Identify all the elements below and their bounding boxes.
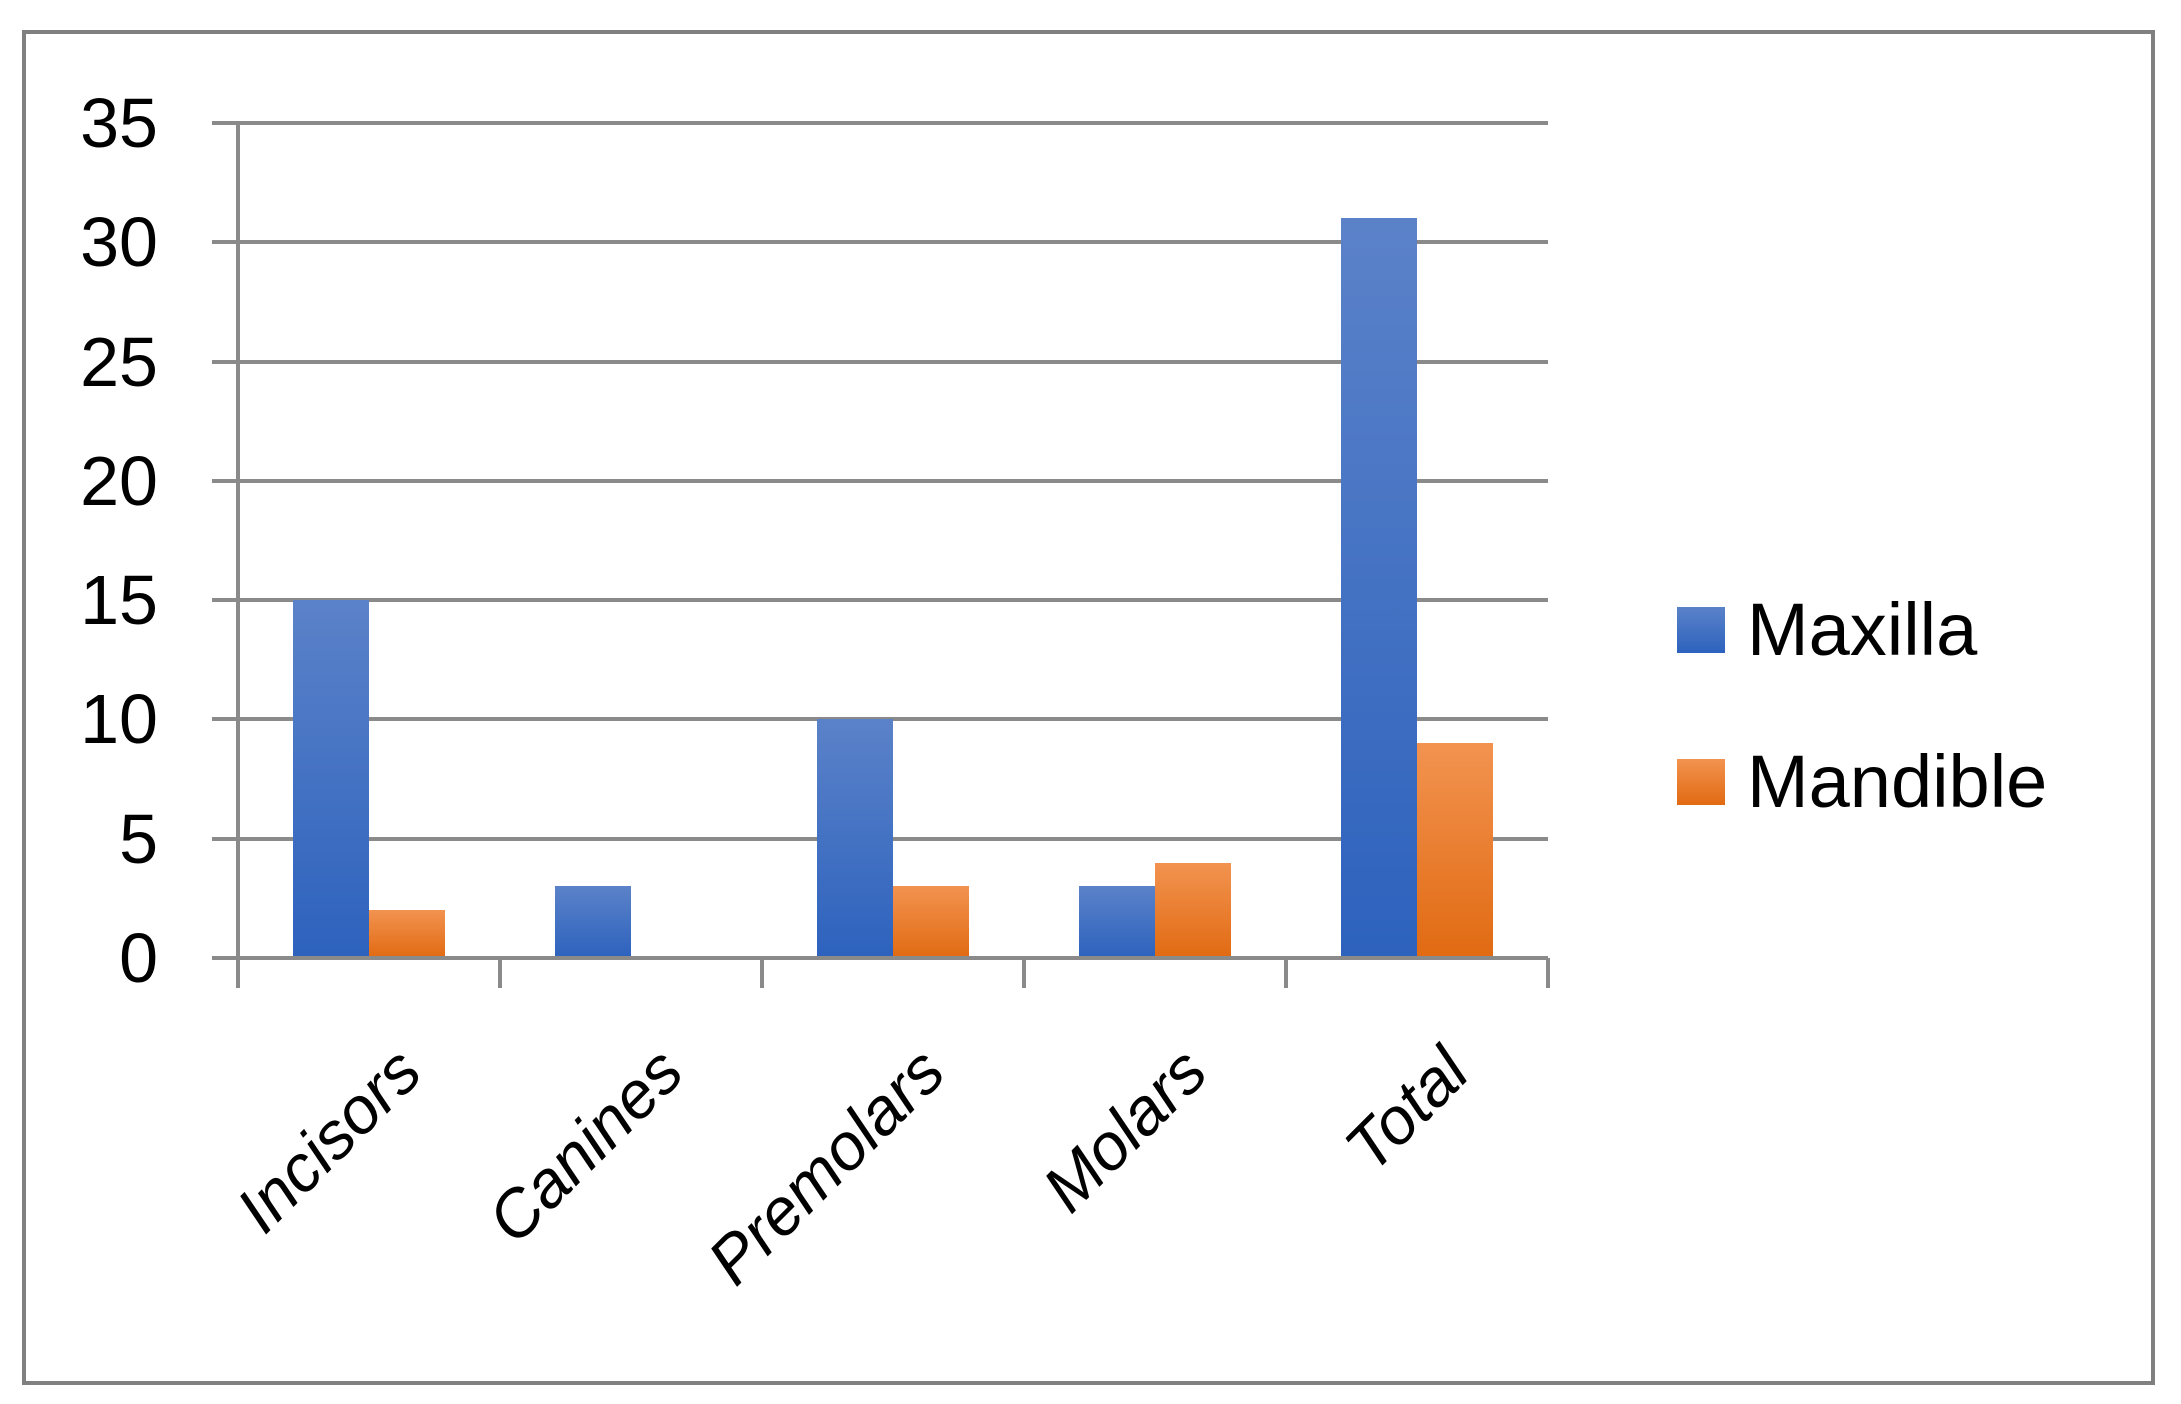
legend-item-mandible: Mandible [1677, 736, 2047, 828]
y-tick-label-25: 25 [80, 322, 158, 401]
y-axis-line [236, 121, 240, 986]
bar-mandible-molars [1155, 862, 1231, 958]
gridline-30 [212, 240, 1548, 245]
x-axis-tick-5 [1546, 958, 1550, 988]
x-axis-line [212, 956, 1548, 960]
bar-mandible-incisors [369, 910, 445, 958]
gridline-35 [212, 121, 1548, 125]
x-axis-tick-3 [1022, 958, 1026, 988]
legend-swatch-mandible-icon [1677, 759, 1725, 805]
legend-swatch-maxilla-icon [1677, 607, 1725, 653]
bar-maxilla-total [1341, 218, 1417, 958]
bar-maxilla-molars [1079, 886, 1155, 958]
y-tick-label-0: 0 [119, 919, 158, 997]
bar-mandible-total [1417, 743, 1493, 958]
y-tick-label-10: 10 [80, 680, 158, 759]
legend-label-mandible: Mandible [1747, 740, 2048, 823]
y-tick-label-20: 20 [80, 441, 158, 520]
y-tick-label-15: 15 [80, 561, 158, 640]
bar-maxilla-canines [555, 886, 631, 958]
y-tick-label-30: 30 [80, 203, 158, 282]
x-axis-tick-2 [760, 958, 764, 988]
x-axis-tick-0 [236, 958, 240, 988]
bar-mandible-premolars [893, 886, 969, 958]
gridline-25 [212, 359, 1548, 364]
x-axis-tick-4 [1284, 958, 1288, 988]
gridline-15 [212, 598, 1548, 603]
x-axis-tick-1 [498, 958, 502, 988]
y-tick-label-5: 5 [119, 799, 158, 878]
chart-border [22, 30, 2155, 1385]
legend-label-maxilla: Maxilla [1747, 588, 1978, 671]
bar-maxilla-incisors [293, 600, 369, 958]
y-tick-label-35: 35 [80, 84, 158, 162]
bar-maxilla-premolars [817, 719, 893, 958]
gridline-20 [212, 478, 1548, 483]
legend-item-maxilla: Maxilla [1677, 584, 1977, 676]
